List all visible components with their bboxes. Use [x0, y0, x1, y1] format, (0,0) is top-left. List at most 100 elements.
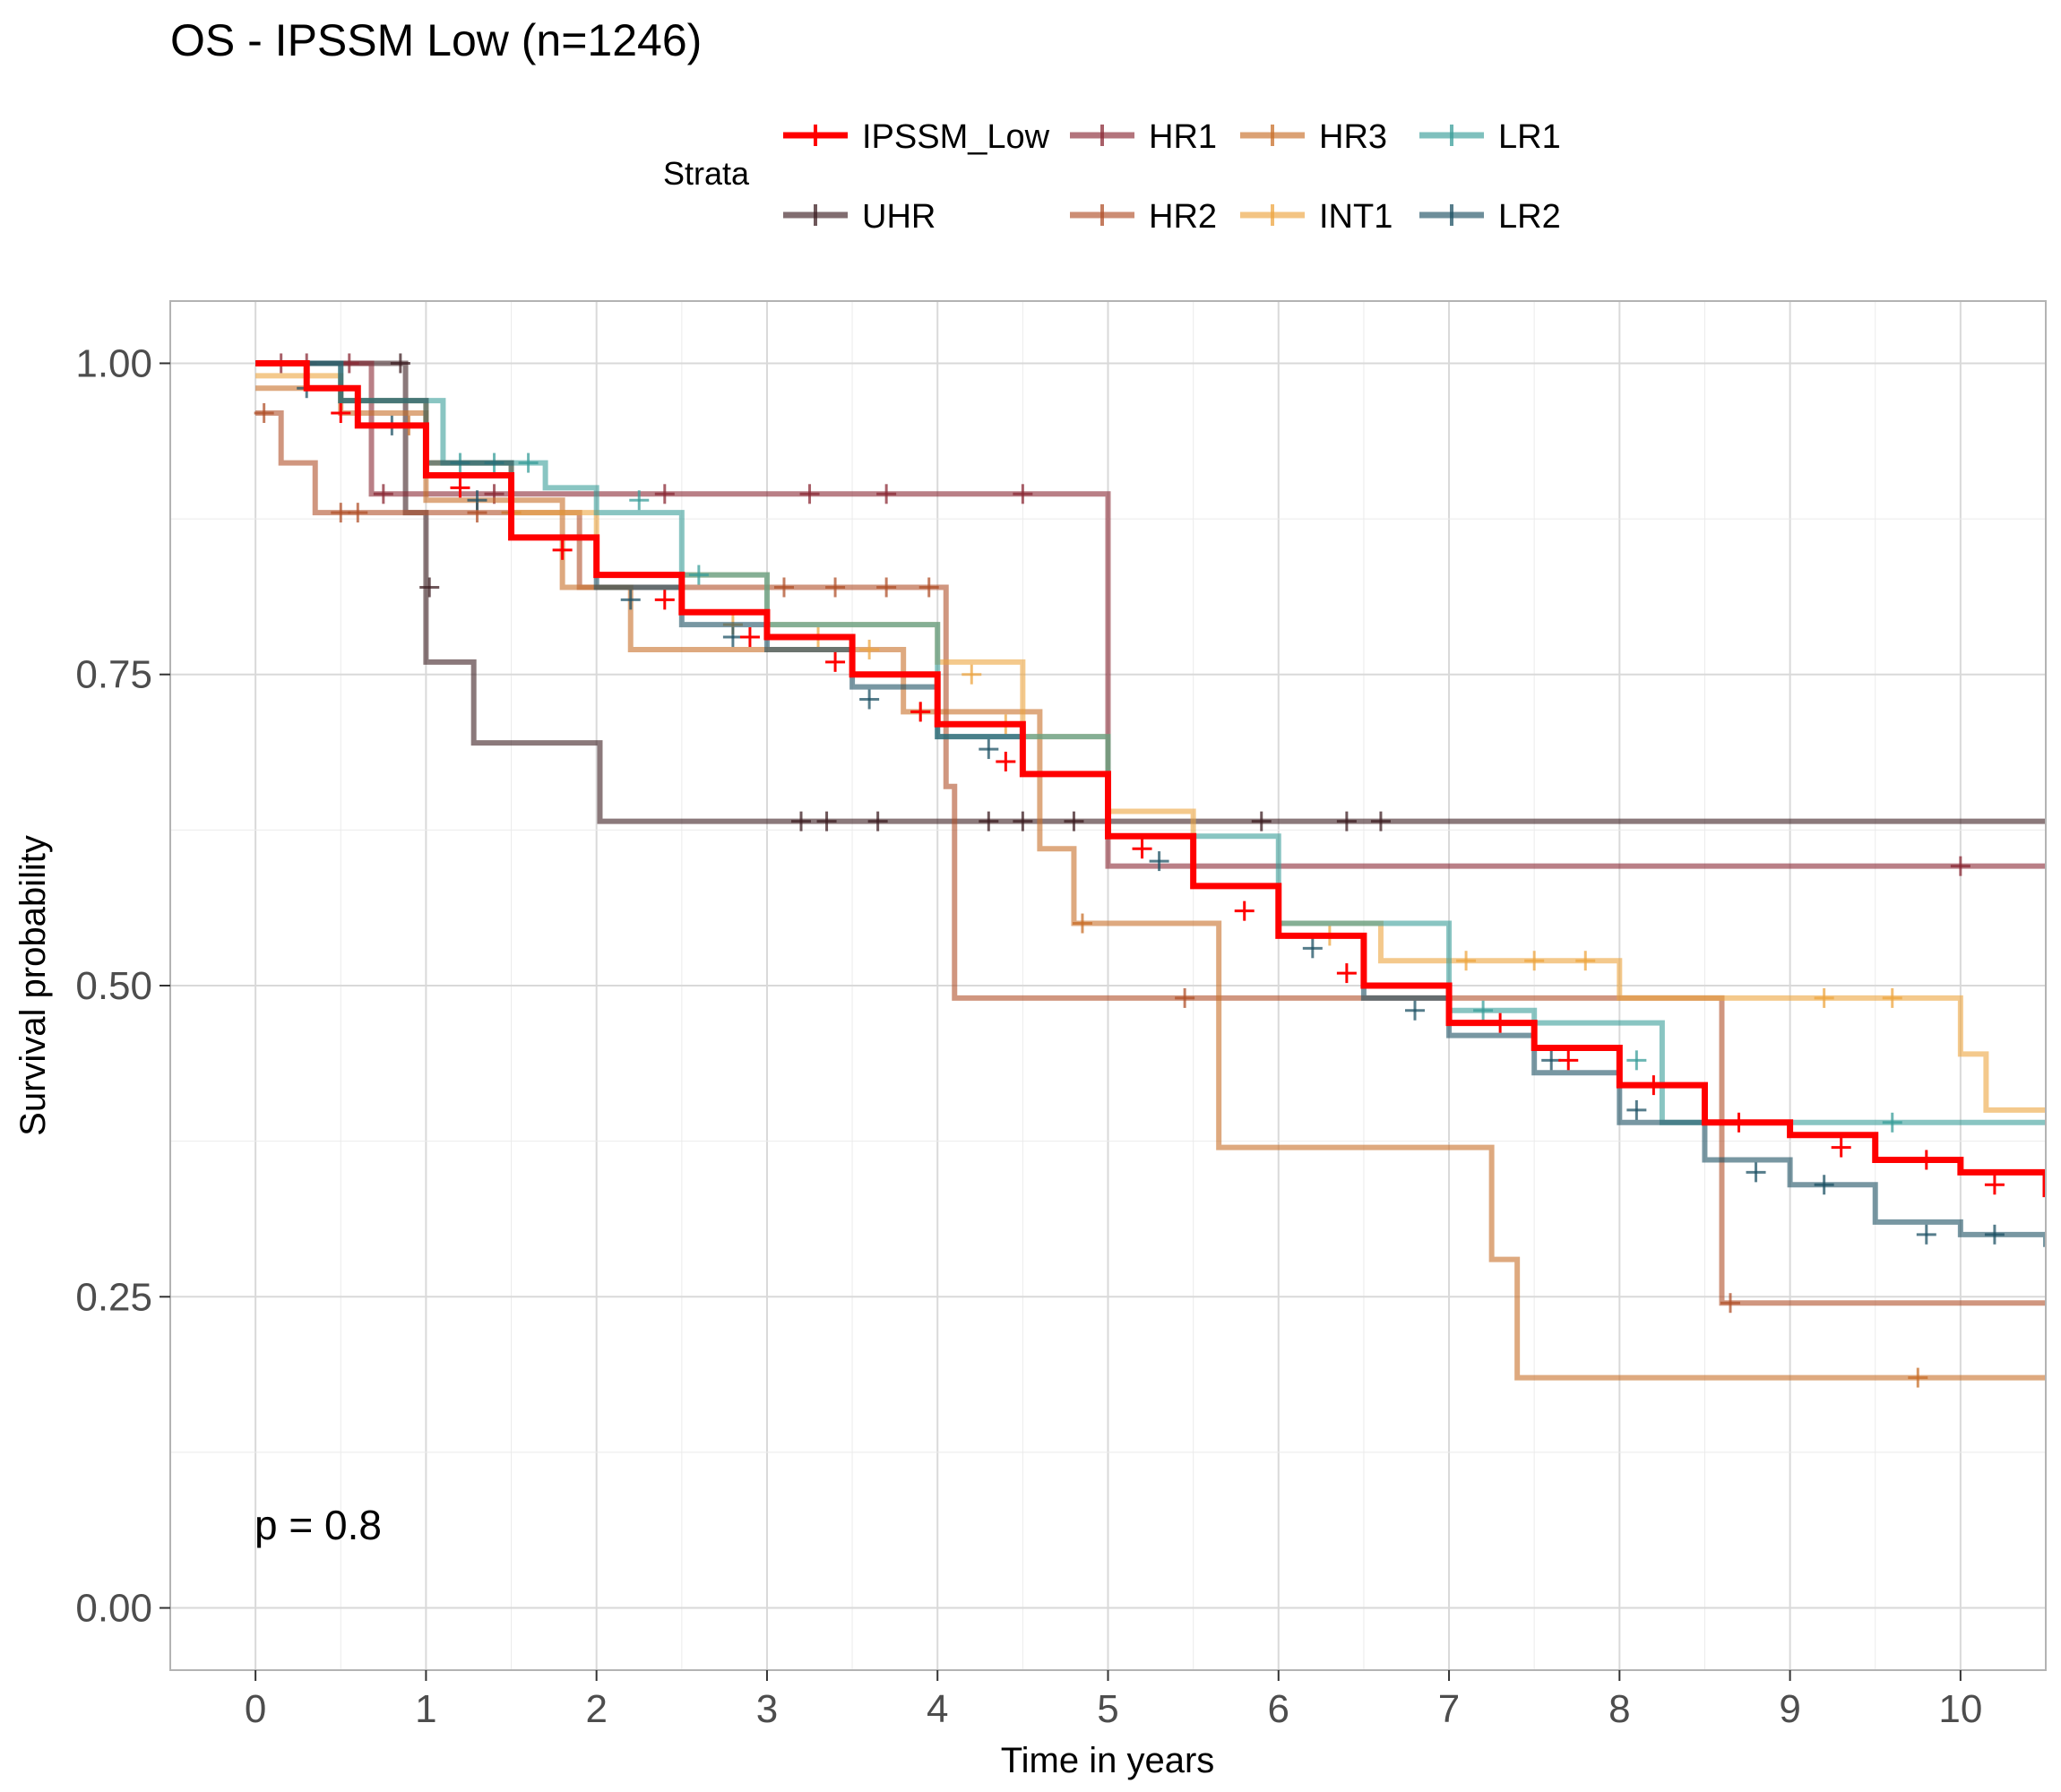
censor-mark-lr1	[1626, 1050, 1647, 1071]
legend-item-hr3: HR3	[1240, 118, 1387, 156]
y-tick-label: 1.00	[75, 341, 152, 385]
y-tick-label: 0.75	[75, 653, 152, 697]
legend-item-uhr: UHR	[783, 198, 936, 236]
chart-title: OS - IPSSM Low (n=1246)	[170, 15, 702, 65]
censor-mark-int1	[1524, 951, 1545, 971]
censor-mark-ipssm-low	[552, 539, 573, 560]
censor-mark-ipssm-low	[1916, 1150, 1936, 1170]
censor-mark-hr2	[876, 577, 897, 598]
censor-mark-uhr	[390, 353, 410, 374]
series-layer	[254, 353, 2046, 1388]
x-axis-title: Time in years	[1001, 1741, 1215, 1780]
legend-label-hr2: HR2	[1149, 198, 1217, 236]
censor-mark-hr2	[918, 577, 939, 598]
censor-mark-lr2	[979, 739, 999, 760]
legend-item-ipssm-low: IPSSM_Low	[783, 118, 1050, 156]
censor-mark-uhr	[1251, 811, 1272, 831]
censor-mark-lr2	[1916, 1224, 1936, 1245]
x-tick-label: 9	[1779, 1687, 1800, 1731]
censor-mark-ipssm-low	[1336, 963, 1357, 984]
legend-label-hr1: HR1	[1149, 118, 1217, 156]
censor-mark-lr2	[859, 689, 880, 710]
legend-title: Strata	[663, 155, 750, 192]
censor-mark-uhr	[979, 811, 999, 831]
censor-mark-int1	[1456, 951, 1477, 971]
censor-mark-uhr	[1013, 811, 1033, 831]
legend: Strata IPSSM_Low HR1 HR3 LR1 UHR HR2 INT1 LR2	[663, 118, 1561, 236]
censor-mark-lr2	[1746, 1162, 1766, 1183]
x-tick-label: 10	[1938, 1687, 1982, 1731]
series-line-ipssm-low	[255, 359, 2046, 1198]
censor-mark-ipssm-low	[1729, 1112, 1749, 1133]
x-tick-label: 0	[245, 1687, 266, 1731]
censor-mark-lr2	[620, 590, 641, 610]
censor-mark-lr1	[1473, 1000, 1494, 1021]
legend-label-hr3: HR3	[1319, 118, 1387, 156]
y-axis: 0.00 0.25 0.50 0.75 1.00	[75, 341, 170, 1631]
x-tick-label: 5	[1097, 1687, 1118, 1731]
censor-mark-lr2	[467, 490, 487, 511]
legend-label-int1: INT1	[1319, 198, 1393, 236]
censor-mark-uhr	[1064, 811, 1084, 831]
censor-mark-hr2	[825, 577, 846, 598]
censor-mark-ipssm-low	[1831, 1137, 1851, 1158]
y-tick-label: 0.50	[75, 964, 152, 1008]
censor-mark-hr2	[1175, 987, 1195, 1008]
legend-label-lr1: LR1	[1498, 118, 1561, 156]
censor-mark-ipssm-low	[996, 751, 1016, 771]
censor-mark-uhr	[867, 811, 888, 831]
legend-item-lr1: LR1	[1419, 118, 1561, 156]
censor-mark-hr2	[1720, 1293, 1740, 1314]
legend-label-lr2: LR2	[1498, 198, 1561, 236]
legend-label-uhr: UHR	[862, 198, 936, 236]
censor-mark-int1	[859, 639, 880, 659]
censor-mark-lr2	[1404, 1000, 1425, 1021]
censor-mark-lr2	[1541, 1050, 1562, 1071]
legend-label-ipssm-low: IPSSM_Low	[862, 118, 1050, 156]
censor-mark-ipssm-low	[910, 702, 931, 722]
censor-mark-ipssm-low	[331, 403, 351, 424]
censor-mark-uhr	[419, 577, 440, 598]
censor-mark-int1	[1814, 987, 1834, 1008]
censor-mark-uhr	[1370, 811, 1391, 831]
censor-mark-hr1	[1013, 484, 1033, 504]
legend-item-hr2: HR2	[1070, 198, 1217, 236]
x-tick-label: 3	[756, 1687, 778, 1731]
censor-mark-lr1	[518, 452, 539, 473]
censor-mark-hr1	[876, 484, 897, 504]
censor-mark-hr1	[373, 484, 393, 504]
censor-mark-hr2	[773, 577, 794, 598]
series-line-uhr	[255, 360, 2046, 824]
censor-mark-hr1	[1950, 856, 1970, 876]
p-value-annotation: p = 0.8	[254, 1502, 382, 1548]
censor-mark-ipssm-low	[1132, 839, 1152, 859]
y-tick-label: 0.25	[75, 1275, 152, 1319]
censor-mark-hr2	[331, 503, 351, 523]
censor-mark-hr1	[799, 484, 820, 504]
censor-mark-uhr	[791, 811, 812, 831]
x-tick-label: 1	[415, 1687, 436, 1731]
censor-mark-ipssm-low	[654, 590, 675, 610]
censor-mark-uhr	[1336, 811, 1357, 831]
censor-mark-hr3	[1908, 1367, 1928, 1388]
censor-mark-lr1	[629, 490, 650, 511]
y-axis-title: Survival probability	[13, 835, 53, 1136]
x-tick-label: 4	[927, 1687, 948, 1731]
censor-mark-int1	[962, 664, 982, 685]
series-ipssm-low	[255, 359, 2046, 1198]
censor-mark-ipssm-low	[1234, 900, 1255, 921]
censor-mark-hr2	[348, 503, 368, 523]
legend-item-hr1: HR1	[1070, 118, 1217, 156]
censor-mark-lr2	[1814, 1175, 1834, 1195]
grid-lines	[170, 301, 2046, 1670]
censor-mark-lr1	[1882, 1112, 1902, 1133]
legend-item-int1: INT1	[1240, 198, 1393, 236]
censor-mark-lr2	[722, 627, 743, 648]
censor-mark-int1	[1575, 951, 1596, 971]
x-tick-label: 7	[1438, 1687, 1460, 1731]
y-tick-label: 0.00	[75, 1587, 152, 1631]
x-tick-label: 6	[1268, 1687, 1289, 1731]
x-axis: 0 1 2 3 4 5 6 7 8 9 10	[245, 1670, 1982, 1731]
legend-item-lr2: LR2	[1419, 198, 1561, 236]
